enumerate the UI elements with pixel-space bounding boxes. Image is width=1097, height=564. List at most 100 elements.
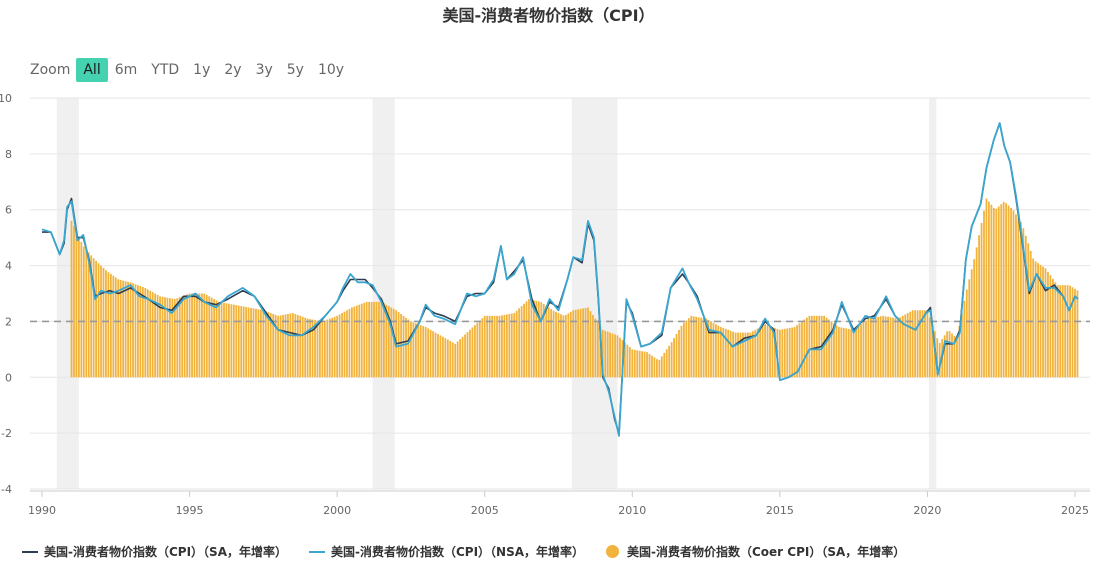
core-cpi-bar — [181, 296, 184, 378]
core-cpi-bar — [978, 235, 980, 378]
core-cpi-bar — [328, 318, 331, 378]
core-cpi-bar — [488, 315, 491, 378]
core-cpi-bar — [279, 315, 282, 378]
core-cpi-bar — [869, 318, 872, 378]
legend-item-cpi-nsa[interactable]: 美国-消费者物价指数（CPI）（NSA，年增率） — [308, 543, 584, 560]
core-cpi-bar — [705, 318, 707, 378]
core-cpi-bar — [560, 314, 562, 378]
core-cpi-bar — [946, 331, 949, 378]
core-cpi-bar — [791, 327, 794, 378]
core-cpi-bar — [697, 317, 700, 378]
core-cpi-bar — [338, 314, 341, 378]
core-cpi-bar — [643, 351, 646, 378]
zoom-button-ytd[interactable]: YTD — [151, 62, 180, 78]
core-cpi-bar — [574, 309, 577, 378]
core-cpi-bar — [1010, 207, 1012, 378]
core-cpi-bar — [751, 331, 754, 378]
core-cpi-bar — [387, 306, 390, 378]
core-cpi-bar — [311, 319, 314, 378]
core-cpi-bar — [680, 325, 683, 378]
core-cpi-bar — [102, 267, 105, 378]
core-cpi-bar — [454, 343, 457, 378]
core-cpi-bar — [1019, 222, 1022, 378]
core-cpi-bar — [840, 327, 843, 378]
zoom-button-all[interactable]: All — [76, 58, 108, 82]
zoom-button-10y[interactable]: 10y — [317, 62, 345, 78]
core-cpi-bar — [85, 249, 88, 378]
core-cpi-bars — [70, 198, 1079, 378]
core-cpi-bar — [215, 300, 218, 378]
core-cpi-bar — [149, 290, 152, 378]
core-cpi-bar — [97, 263, 100, 378]
core-cpi-bar — [742, 332, 744, 378]
core-cpi-bar — [786, 328, 789, 378]
core-cpi-bar — [992, 207, 995, 378]
zoom-button-6m[interactable]: 6m — [114, 62, 138, 78]
core-cpi-bar — [1071, 287, 1074, 378]
legend-item-core-cpi-sa[interactable]: 美国-消费者物价指数（Coer CPI）（SA，年增率） — [606, 543, 905, 560]
core-cpi-bar — [687, 318, 690, 378]
core-cpi-bar — [850, 329, 853, 378]
x-tick-label: 1990 — [28, 504, 56, 517]
core-cpi-bar — [407, 319, 410, 378]
core-cpi-bar — [715, 324, 717, 378]
core-cpi-bar — [884, 316, 887, 378]
core-cpi-bar — [419, 325, 422, 378]
core-cpi-bar — [695, 316, 698, 378]
core-cpi-bar — [319, 320, 321, 378]
core-cpi-bar — [1037, 263, 1040, 378]
y-tick-label: 8 — [5, 148, 12, 161]
core-cpi-bar — [528, 299, 530, 378]
core-cpi-bar — [737, 332, 739, 378]
zoom-button-2y[interactable]: 2y — [224, 62, 242, 78]
recession-band — [928, 98, 937, 489]
core-cpi-bar — [198, 293, 201, 378]
core-cpi-bar — [368, 301, 371, 378]
core-cpi-bar — [719, 327, 722, 378]
core-cpi-bar — [508, 313, 511, 378]
core-cpi-bar — [796, 325, 798, 378]
core-cpi-bar — [132, 283, 134, 378]
core-cpi-bar — [1000, 204, 1003, 378]
core-cpi-bar — [191, 293, 193, 378]
core-cpi-bar — [456, 341, 459, 378]
core-cpi-bar — [296, 314, 299, 378]
core-cpi-bar — [188, 293, 191, 378]
core-cpi-bar — [336, 315, 339, 378]
core-cpi-bar — [547, 307, 550, 378]
core-cpi-bar — [259, 309, 262, 378]
core-cpi-bar — [282, 314, 284, 378]
core-cpi-bar — [990, 204, 993, 378]
core-cpi-bar — [168, 298, 171, 378]
core-cpi-bar — [75, 231, 78, 378]
core-cpi-bar — [916, 310, 919, 378]
core-cpi-bar — [515, 310, 518, 378]
x-tick-label: 2015 — [766, 504, 794, 517]
core-cpi-bar — [1027, 243, 1030, 378]
core-cpi-bar — [882, 315, 885, 378]
core-cpi-bar — [668, 345, 671, 378]
core-cpi-bar — [631, 349, 634, 378]
core-cpi-bar — [968, 279, 971, 378]
legend-item-cpi-sa[interactable]: 美国-消费者物价指数（CPI）（SA，年增率） — [22, 543, 287, 560]
core-cpi-bar — [114, 277, 117, 378]
core-cpi-bar — [503, 314, 506, 378]
core-cpi-bar — [481, 318, 484, 378]
core-cpi-bar — [975, 247, 978, 378]
core-cpi-bar — [139, 286, 142, 378]
zoom-button-5y[interactable]: 5y — [286, 62, 304, 78]
core-cpi-bar — [572, 310, 575, 378]
core-cpi-bar — [412, 322, 415, 378]
core-cpi-bar — [774, 327, 776, 378]
zoom-button-1y[interactable]: 1y — [193, 62, 211, 78]
core-cpi-bar — [810, 315, 813, 378]
core-cpi-bar — [523, 303, 525, 378]
core-cpi-bar — [833, 323, 835, 378]
core-cpi-bar — [953, 335, 956, 378]
core-cpi-bar — [252, 308, 255, 378]
core-cpi-bar — [700, 317, 703, 378]
zoom-button-3y[interactable]: 3y — [255, 62, 273, 78]
core-cpi-bar — [166, 297, 169, 378]
core-cpi-bar — [82, 246, 85, 378]
core-cpi-bar — [938, 342, 941, 378]
